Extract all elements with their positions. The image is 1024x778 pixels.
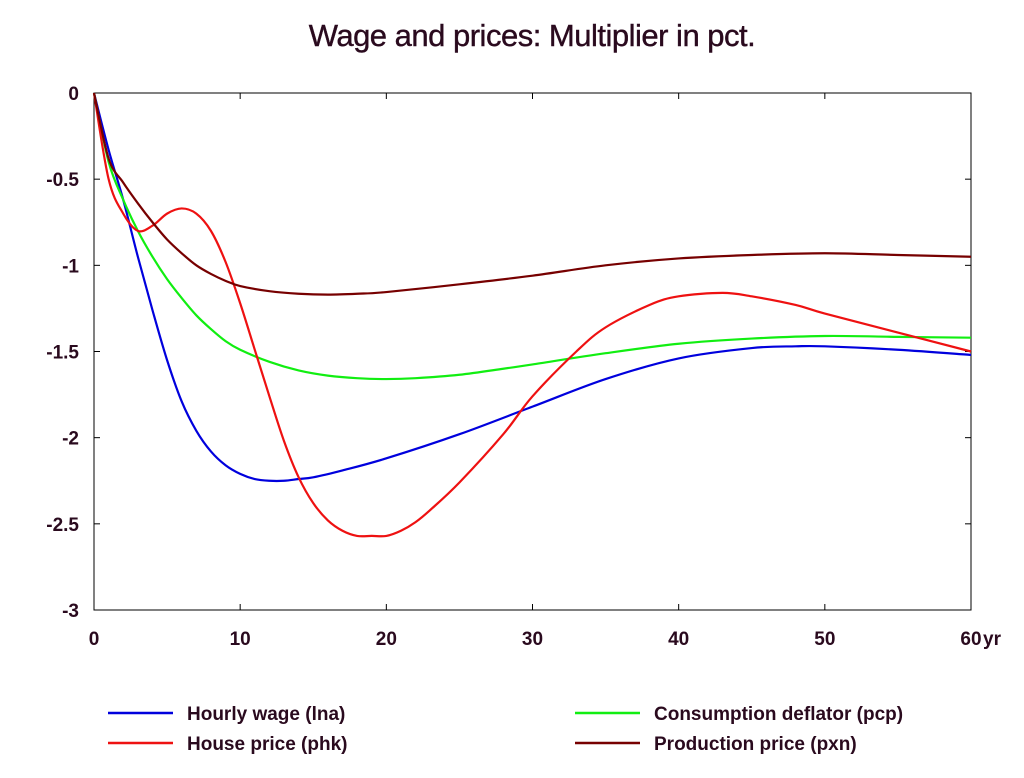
legend-label-3: Production price (pxn) — [654, 734, 857, 755]
x-tick-label: 30 — [522, 629, 543, 650]
y-tick-label: 0 — [68, 84, 79, 105]
y-tick-label: -3 — [62, 601, 79, 622]
series-line-0 — [92, 92, 972, 483]
y-tick-label: -2 — [62, 429, 79, 450]
series-line-2 — [92, 92, 972, 381]
y-tick-label: -0.5 — [46, 170, 79, 191]
series-line-1 — [92, 92, 972, 538]
legend-label-2: Consumption deflator (pcp) — [654, 704, 903, 725]
series-line-3 — [92, 92, 972, 296]
x-tick-label: 50 — [814, 629, 835, 650]
y-tick-label: -1.5 — [46, 343, 79, 364]
legend-label-1: House price (phk) — [187, 734, 347, 755]
legend-label-0: Hourly wage (lna) — [187, 704, 345, 725]
legend: Hourly wage (lna) House price (phk) Consum… — [108, 704, 903, 755]
plot-area-frame — [93, 92, 972, 611]
y-tick-label: -1 — [62, 256, 79, 277]
axis-ticks — [93, 92, 972, 611]
axis-tick-labels: 0 -0.5 -1 -1.5 -2 -2.5 -3 0 10 20 30 40 50 60 yr — [46, 84, 1001, 650]
x-unit-label: yr — [983, 629, 1002, 650]
x-tick-label: 10 — [230, 629, 251, 650]
x-tick-label: 0 — [89, 629, 100, 650]
series-lines — [92, 92, 972, 538]
x-tick-label: 40 — [668, 629, 689, 650]
chart-title: Wage and prices: Multiplier in pct. — [308, 18, 756, 53]
x-tick-label: 60 — [960, 629, 981, 650]
y-tick-label: -2.5 — [46, 515, 79, 536]
x-tick-label: 20 — [376, 629, 397, 650]
